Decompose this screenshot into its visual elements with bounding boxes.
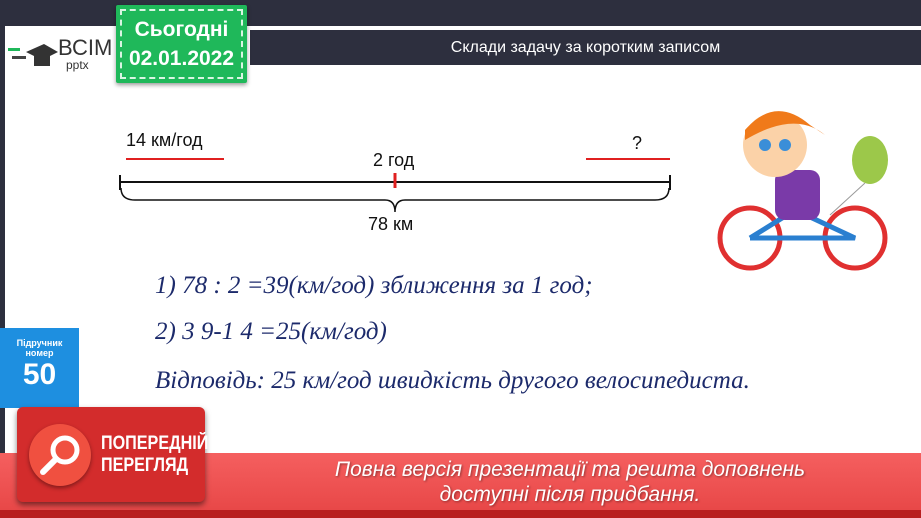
bottom-strip [0, 510, 921, 518]
arrow-left-icon [586, 158, 670, 160]
solution-step-1: 1) 78 : 2 =39(км/год) зближення за 1 год… [155, 272, 593, 299]
magnifier-icon [29, 423, 91, 486]
boy-on-bicycle-illustration [717, 111, 888, 271]
distance-line [119, 173, 671, 213]
graduation-cap-icon [8, 44, 58, 66]
number-label: номер [25, 348, 54, 358]
time-label: 2 год [373, 150, 415, 170]
textbook-number: Підручник номер 50 [0, 328, 79, 408]
preview-button[interactable]: ПОПЕРЕДНІЙ ПЕРЕГЛЯД [17, 407, 209, 502]
exercise-number: 50 [22, 358, 57, 391]
distance-label: 78 км [368, 214, 414, 234]
logo: ВСІМ pptx [8, 35, 113, 72]
arrow-right-icon [126, 158, 224, 160]
preview-line-1: ПОПЕРЕДНІЙ [101, 432, 209, 454]
date-label: Сьогодні [134, 18, 229, 41]
slide-title: Склади задачу за коротким записом [250, 30, 921, 65]
title-text: Склади задачу за коротким записом [450, 38, 721, 56]
speed2-label: ? [632, 133, 643, 153]
textbook-label: Підручник [16, 338, 63, 348]
speed1-label: 14 км/год [126, 130, 203, 150]
logo-name: ВСІМ [58, 35, 113, 60]
banner-line-2: доступні після придбання. [439, 483, 701, 506]
date-value: 02.01.2022 [128, 47, 235, 70]
logo-sub: pptx [66, 58, 89, 72]
date-badge: Сьогодні 02.01.2022 [116, 5, 247, 83]
banner-line-1: Повна версія презентації та решта доповн… [334, 458, 806, 481]
preview-line-2: ПЕРЕГЛЯД [101, 454, 189, 476]
solution-step-2: 2) 3 9-1 4 =25(км/год) [155, 318, 387, 345]
answer: Відповідь: 25 км/год швидкість другого в… [155, 367, 750, 394]
